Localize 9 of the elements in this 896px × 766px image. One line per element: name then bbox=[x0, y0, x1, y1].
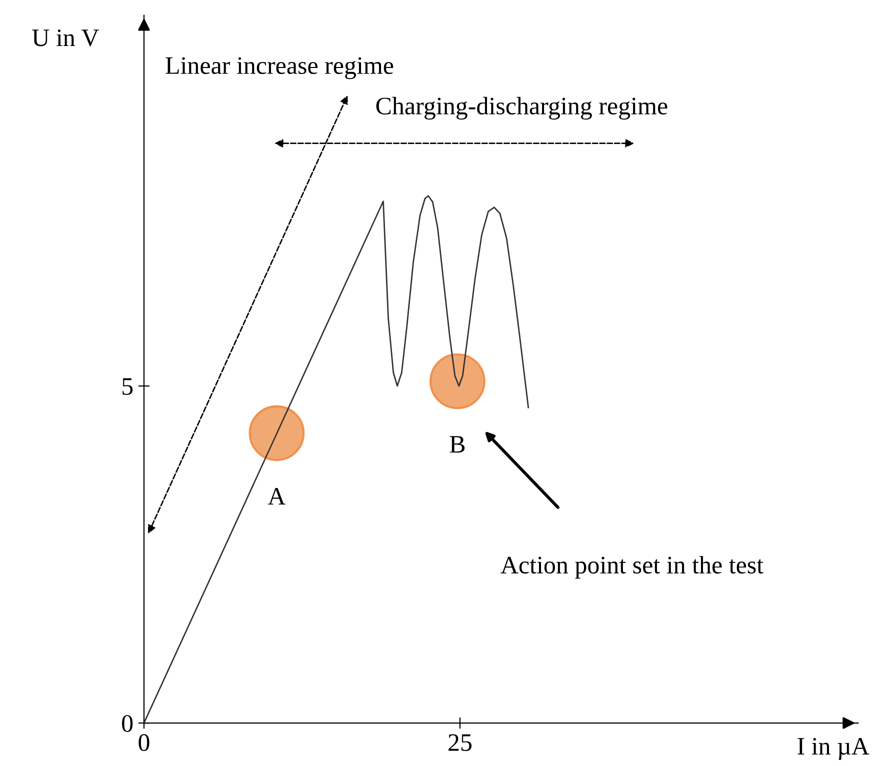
x-axis-title: I in µA bbox=[798, 738, 870, 760]
annotation: A bbox=[268, 488, 286, 504]
y-axis-title: U in V bbox=[32, 29, 99, 46]
annotation: Charging-discharging regime bbox=[376, 96, 668, 120]
annotation: B bbox=[450, 436, 465, 453]
annotation: Action point set in the test bbox=[500, 556, 764, 579]
annotation: Linear increase regime bbox=[166, 57, 394, 80]
y-tick-label: 5 bbox=[122, 378, 133, 395]
x-tick-label: 25 bbox=[448, 734, 472, 752]
